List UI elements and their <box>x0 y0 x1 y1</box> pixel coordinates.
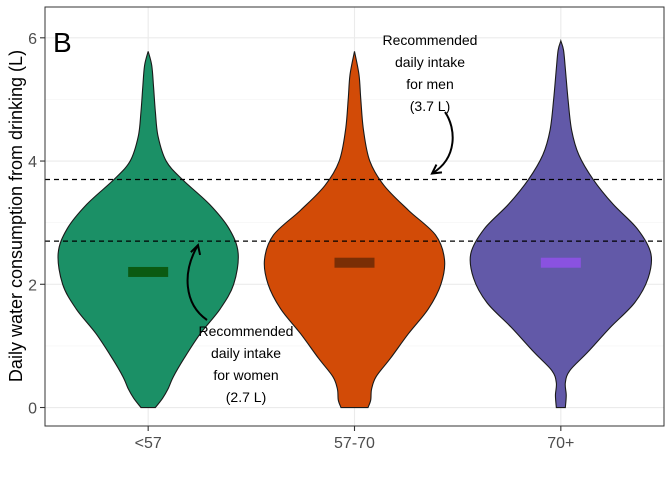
arrow-women-head <box>190 243 202 256</box>
median-bar-1 <box>128 266 169 277</box>
violin-3 <box>469 38 653 409</box>
annotation-women-line: Recommended <box>199 323 294 339</box>
x-tick-label: <57 <box>135 435 162 452</box>
median-bar-3 <box>540 257 581 268</box>
annotation-men-line: Recommended <box>383 32 478 48</box>
x-tick-label: 70+ <box>547 435 574 452</box>
violin-2 <box>263 51 446 409</box>
y-axis-title: Daily water consumption from drinking (L… <box>6 50 26 382</box>
annotation-men-line: for men <box>406 76 453 92</box>
median-bar-2 <box>334 257 375 268</box>
median-markers <box>128 257 581 277</box>
violin-1 <box>57 51 239 409</box>
violins <box>57 38 653 409</box>
arrow-men-head <box>430 164 443 175</box>
annotations: Recommended daily intake for men (3.7 L) Rec… <box>186 32 478 405</box>
panel-label: B <box>53 27 72 58</box>
reference-lines <box>45 178 664 242</box>
annotation-women-line: daily intake <box>211 345 281 361</box>
y-tick-label: 6 <box>28 31 37 48</box>
annotation-women-line: for women <box>213 367 278 383</box>
x-tick-label: 57-70 <box>334 435 375 452</box>
annotation-men-line: (3.7 L) <box>410 98 450 114</box>
arrow-men <box>431 111 454 175</box>
y-tick-label: 4 <box>28 154 37 171</box>
arrow-women <box>186 244 208 321</box>
y-tick-label: 0 <box>28 401 37 418</box>
annotation-women-line: (2.7 L) <box>226 389 266 405</box>
x-axis-ticks: <57 57-70 70+ <box>135 426 574 452</box>
y-tick-label: 2 <box>28 277 37 294</box>
y-axis-ticks: 0 2 4 6 <box>28 31 45 418</box>
annotation-men-line: daily intake <box>395 54 465 70</box>
